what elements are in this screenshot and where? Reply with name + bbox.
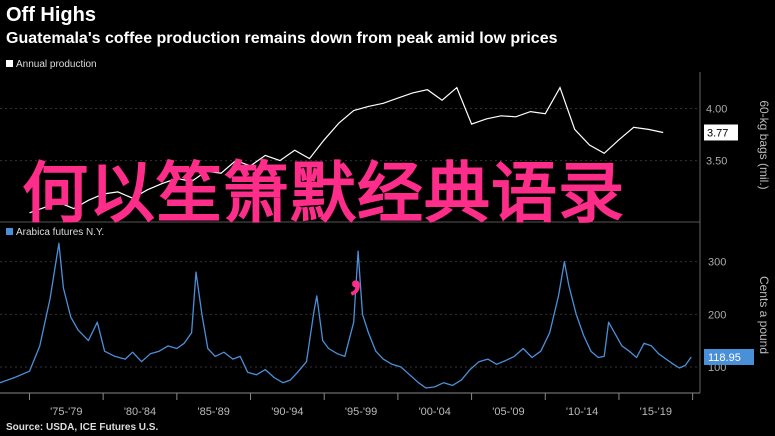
x-tick-label: '95-'99: [345, 406, 377, 418]
y-tick-label-bottom: 200: [708, 309, 726, 321]
chart-title: Off Highs: [6, 4, 96, 26]
y-axis-title-bottom: Cents a pound: [757, 276, 771, 354]
overlay-comma: ，: [346, 254, 386, 300]
x-tick-label: '05-'09: [492, 406, 524, 418]
series-line-production: [29, 86, 664, 214]
y-tick-label-bottom: 300: [708, 257, 726, 269]
y-tick-label-top: 3.50: [706, 156, 727, 168]
legend-label-production: Annual production: [16, 59, 97, 70]
source-note: Source: USDA, ICE Futures U.S.: [6, 422, 159, 433]
x-tick-label: '15-'19: [640, 406, 672, 418]
overlay-text: 何以笙箫默经典语录: [22, 155, 625, 232]
legend-label-futures: Arabica futures N.Y.: [16, 227, 104, 238]
x-tick-label: '80-'84: [124, 406, 156, 418]
last-value-box-production: [704, 124, 738, 141]
legend-swatch-futures: [6, 228, 13, 235]
legend-swatch-production: [6, 60, 13, 67]
x-tick-label: '00-'04: [419, 406, 451, 418]
x-tick-label: '10-'14: [566, 406, 598, 418]
last-value-label-futures: 118.95: [708, 352, 741, 364]
y-axis-title-top: 60-kg bags (mil.): [757, 100, 771, 189]
series-line-futures: [0, 242, 692, 389]
chart-subtitle: Guatemala's coffee production remains do…: [6, 30, 558, 47]
last-value-label-production: 3.77: [707, 127, 728, 139]
y-tick-label-top: 4.00: [706, 104, 727, 116]
x-tick-label: '85-'89: [198, 406, 230, 418]
last-value-box-futures: [704, 348, 754, 365]
x-tick-label: '90-'94: [271, 406, 303, 418]
x-tick-label: '75-'79: [50, 406, 82, 418]
